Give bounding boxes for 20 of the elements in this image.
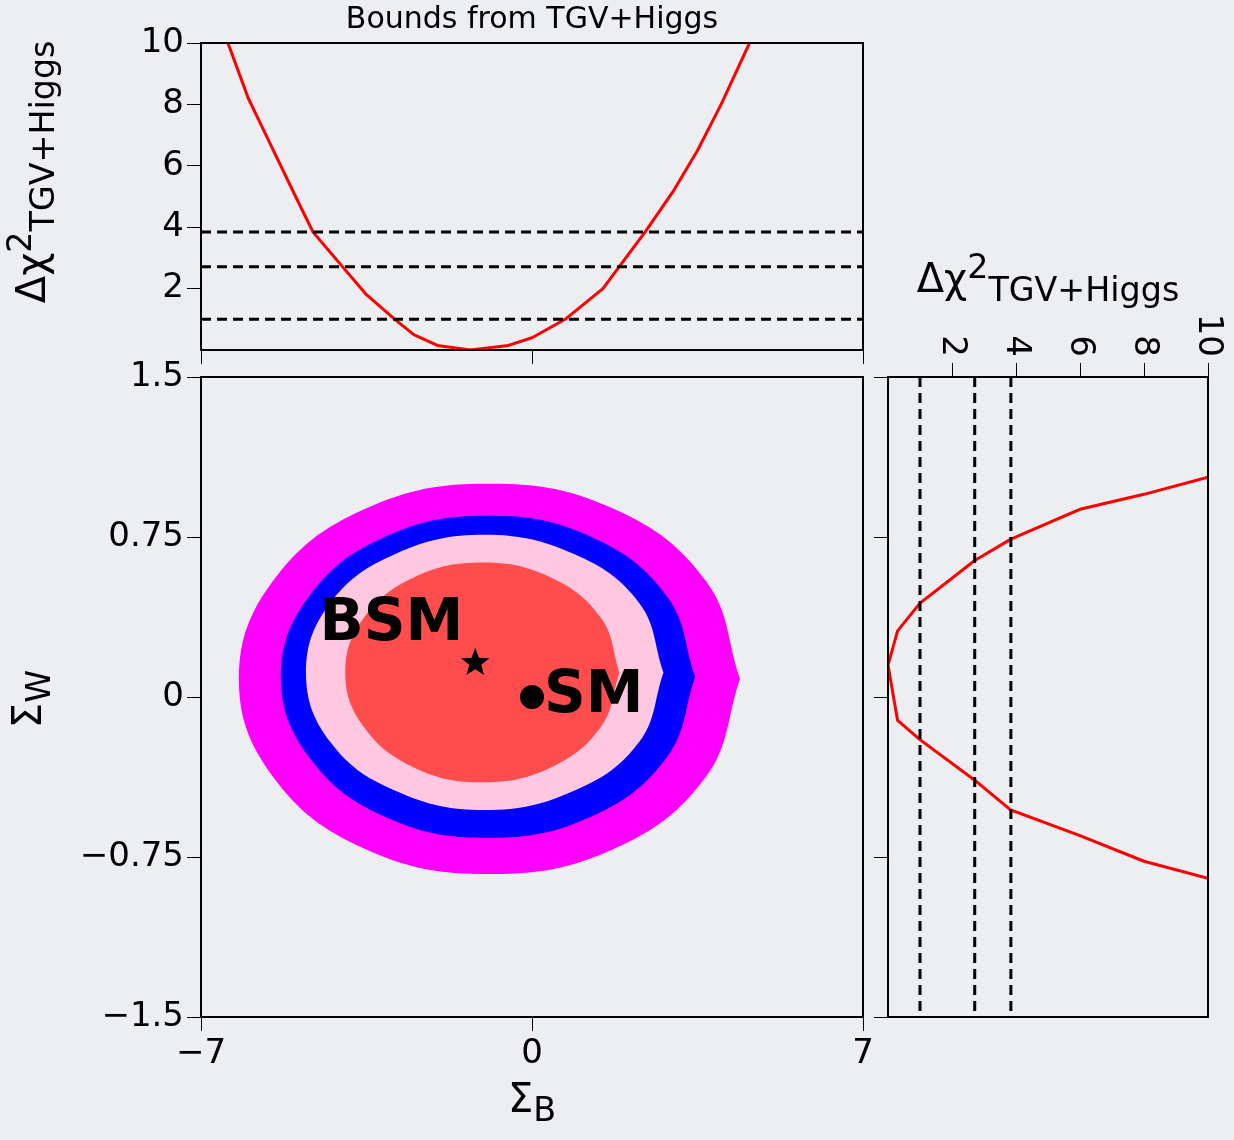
y-tick-label: 1.5 — [129, 353, 184, 394]
x-axis-title: Σ$_{B}$ — [506, 1075, 558, 1129]
x-tick-label: 7 — [852, 1031, 874, 1072]
y-tick-label: 8 — [162, 81, 184, 122]
x-tick-label: 0 — [521, 1031, 543, 1072]
y-tick-label: 0 — [162, 673, 184, 714]
y-tick-label: 0.75 — [108, 513, 184, 554]
y-tick-label: 6 — [162, 142, 184, 183]
x-tick-label: 6 — [1063, 335, 1104, 357]
x-tick-label: 4 — [999, 335, 1040, 357]
x-tick-label: 10 — [1191, 313, 1232, 357]
y-tick-label: −1.5 — [101, 993, 184, 1034]
x-tick-label: 2 — [935, 335, 976, 357]
y-tick-label: 2 — [162, 265, 184, 306]
x-tick-label: −7 — [175, 1031, 227, 1072]
x-tick-label: 8 — [1127, 335, 1168, 357]
y-tick-label: −0.75 — [79, 833, 184, 874]
chart-title: Bounds from TGV+Higgs — [344, 0, 720, 35]
y-tick-label: 4 — [162, 204, 184, 245]
y-tick-label: 10 — [140, 19, 184, 60]
